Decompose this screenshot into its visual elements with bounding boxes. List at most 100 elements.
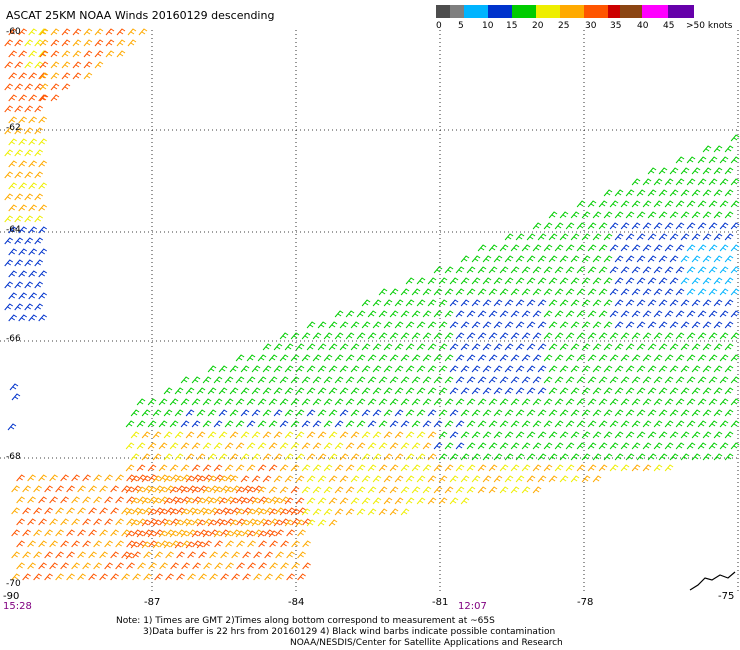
- wind-barb: [16, 540, 25, 548]
- wind-barb: [137, 540, 146, 548]
- wind-barb: [372, 321, 382, 329]
- wind-barb: [625, 189, 635, 197]
- wind-barb: [664, 398, 674, 406]
- wind-barb: [251, 409, 261, 417]
- wind-barb: [444, 486, 454, 494]
- wind-barb: [675, 244, 685, 252]
- wind-barb: [411, 332, 421, 340]
- wind-barb: [262, 475, 272, 483]
- wind-barb: [280, 518, 289, 526]
- wind-barb: [603, 387, 613, 395]
- wind-barb: [264, 529, 273, 537]
- wind-barb: [702, 255, 712, 263]
- wind-barb: [730, 398, 740, 406]
- wind-barb: [49, 474, 58, 482]
- wind-barb: [664, 244, 674, 252]
- wind-barb: [137, 562, 146, 570]
- wind-barb: [400, 442, 410, 450]
- lat-label-68: -68: [6, 452, 21, 462]
- wind-barb: [433, 288, 443, 296]
- wind-barb: [121, 529, 130, 537]
- wind-barb: [8, 72, 18, 80]
- wind-barb: [350, 453, 360, 461]
- wind-barb: [130, 431, 140, 439]
- wind-barb: [136, 442, 146, 450]
- wind-barb: [350, 497, 360, 505]
- wind-barb: [405, 453, 415, 461]
- wind-barb: [8, 116, 18, 124]
- wind-barb: [334, 376, 344, 384]
- wind-barb: [598, 332, 608, 340]
- wind-barb: [207, 387, 217, 395]
- wind-barb: [559, 453, 569, 461]
- wind-barb: [570, 255, 580, 263]
- wind-barb: [669, 299, 679, 307]
- wind-barb: [378, 310, 388, 318]
- wind-barb: [598, 244, 608, 252]
- wind-barb: [548, 255, 558, 263]
- wind-barb: [724, 233, 734, 241]
- wind-barb: [24, 127, 34, 135]
- wind-barb: [159, 540, 168, 548]
- wind-barb: [702, 299, 712, 307]
- wind-barb: [642, 354, 652, 362]
- wind-barb: [378, 288, 388, 296]
- wind-barb: [158, 508, 168, 516]
- wind-barb: [82, 474, 91, 482]
- wind-barb: [521, 420, 531, 428]
- wind-barb: [125, 486, 135, 494]
- wind-barb: [576, 332, 586, 340]
- wind-barb: [433, 266, 443, 274]
- wind-barb: [93, 562, 102, 570]
- wind-barb: [356, 398, 366, 406]
- wind-barb: [598, 442, 608, 450]
- wind-barb: [471, 475, 481, 483]
- wind-barb: [460, 387, 470, 395]
- wind-barb: [132, 573, 141, 581]
- wind-barb: [246, 420, 256, 428]
- wind-barb: [581, 233, 591, 241]
- wind-barb: [664, 178, 674, 186]
- wind-barb: [71, 562, 80, 570]
- wind-barb: [240, 409, 250, 417]
- wind-barb: [143, 485, 152, 493]
- wind-barb: [328, 387, 338, 395]
- wind-barb: [658, 299, 668, 307]
- wind-barb: [543, 354, 553, 362]
- legend-swatch-0: [436, 5, 450, 18]
- wind-barb: [658, 233, 668, 241]
- wind-barb: [4, 149, 14, 157]
- wind-barb: [207, 475, 217, 483]
- wind-barb: [427, 299, 437, 307]
- wind-barb: [33, 551, 42, 559]
- wind-barb: [730, 134, 740, 142]
- wind-barb: [609, 354, 619, 362]
- wind-barb: [460, 409, 470, 417]
- wind-barb: [504, 343, 514, 351]
- wind-barb: [8, 160, 18, 168]
- wind-barb: [669, 365, 679, 373]
- wind-barb: [614, 255, 624, 263]
- wind-barb: [691, 343, 701, 351]
- wind-barb: [60, 562, 69, 570]
- wind-barb: [273, 343, 283, 351]
- wind-barb: [339, 453, 349, 461]
- wind-barb: [625, 233, 635, 241]
- wind-barb: [499, 310, 509, 318]
- wind-barb: [697, 398, 707, 406]
- wind-barb: [603, 299, 613, 307]
- wind-barb: [389, 508, 399, 516]
- wind-barb: [730, 178, 740, 186]
- wind-barb: [620, 420, 630, 428]
- wind-barb: [603, 211, 613, 219]
- wind-barb: [229, 475, 239, 483]
- wind-barb: [482, 343, 492, 351]
- wind-barb: [697, 266, 707, 274]
- wind-barb: [83, 61, 93, 69]
- wind-barb: [38, 248, 48, 256]
- wind-barb: [99, 573, 108, 581]
- wind-barb: [247, 540, 256, 548]
- wind-barb: [680, 189, 690, 197]
- wind-barb: [724, 211, 734, 219]
- wind-barb: [126, 518, 135, 526]
